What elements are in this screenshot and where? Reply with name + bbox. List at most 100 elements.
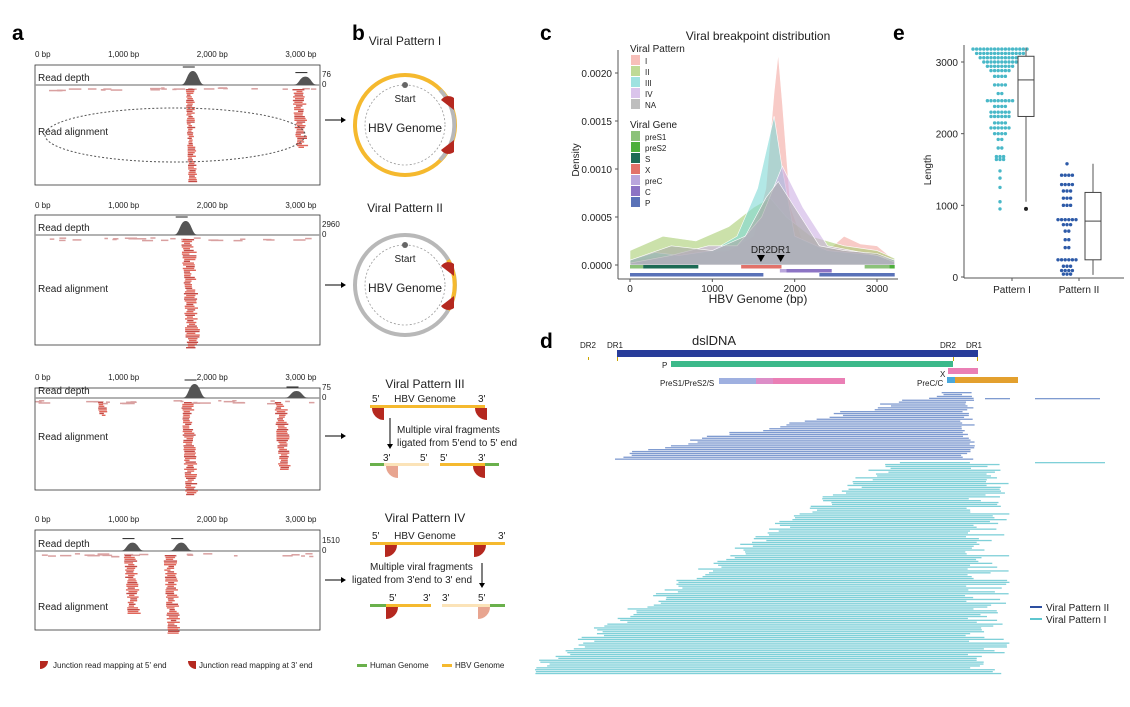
scattered-read [102,554,113,557]
read-pattern1 [664,589,969,591]
data-point [1003,126,1008,130]
aligned-read [187,150,197,152]
pattern4-text-1: Multiple viral fragments [370,562,473,573]
scattered-read [203,88,215,90]
data-point [1059,173,1064,177]
read-pattern1 [647,606,988,608]
box-outlier [1024,206,1028,211]
y-tick-label: 0.0010 [581,165,612,176]
aligned-read [187,465,194,467]
aligned-read [187,98,193,100]
aligned-read [276,429,289,431]
data-point [1003,99,1008,103]
scattered-read [110,89,123,91]
scattered-read [72,239,82,241]
aligned-read [189,339,197,342]
read-pattern2 [833,412,969,415]
data-point [1003,104,1008,109]
read-pattern1 [677,591,995,593]
panel-c-density-chart: Viral breakpoint distribution DR2 DR1 0.0… [571,29,898,306]
aligned-read [187,152,195,154]
read-track: 0 bp 1,000 bp 2,000 bp 3,000 bp Read depth 29… [34,201,346,349]
legend-label: NA [645,101,657,110]
aligned-read [294,119,307,121]
junction-5-icon [386,466,398,478]
aligned-read [168,600,175,602]
y-tick-label: 2000 [936,130,959,141]
aligned-read [186,112,195,114]
read-pattern1 [831,503,998,506]
aligned-read [186,302,197,304]
y-tick-label: 0.0015 [581,117,612,128]
aligned-read [98,407,107,409]
read-pattern1 [653,595,966,597]
data-point [992,110,997,114]
aligned-read [183,269,196,271]
data-point [1003,68,1008,73]
data-point [992,51,997,56]
data-point [1070,268,1075,273]
aligned-read [185,336,200,338]
density-area-na [629,180,896,266]
read-depth-label: Read depth [38,539,90,550]
read-pattern1 [633,614,981,616]
aligned-read [279,414,286,416]
read-pattern2 [697,441,975,443]
data-point [1000,99,1004,103]
read-pattern1 [752,545,974,547]
aligned-read [185,287,193,289]
aligned-read [183,441,193,443]
aligned-read [184,475,197,478]
data-point [998,207,1002,211]
aligned-read [278,450,290,452]
aligned-read [293,112,304,114]
scattered-read [38,402,51,404]
axis-tick-label: 3,000 bp [285,201,317,210]
y-axis-label: Density [571,143,582,176]
scattered-read [127,554,140,557]
read-pattern1 [708,572,991,574]
read-pattern1 [594,640,970,642]
scattered-read [41,554,48,556]
data-point [1014,56,1018,60]
aligned-read [165,558,174,560]
read-alignment-label: Read alignment [38,432,108,443]
read-pattern2 [829,416,965,418]
aligned-read [277,420,285,422]
aligned-read [185,484,192,487]
data-point [1063,182,1067,187]
depth-peak [284,391,309,398]
aligned-read [187,148,196,150]
y-tick-label: 3000 [936,58,959,69]
read-pattern2 [936,395,972,398]
read-pattern1 [593,627,982,629]
read-pattern2 [706,435,964,437]
genome-label: HBV Genome [394,531,456,542]
data-point [1007,56,1011,60]
marker-label: DR1 [771,245,791,256]
scattered-read [103,88,112,90]
aligned-read [166,587,176,589]
aligned-read [166,618,180,620]
pattern1-title: Viral Pattern I [369,34,441,48]
aligned-read [182,421,193,424]
read-pattern1 [705,574,968,576]
read-pattern1 [885,465,988,468]
data-point [994,157,999,162]
aligned-read [274,409,288,411]
read-pattern2 [670,445,975,447]
data-point [1070,258,1075,262]
aligned-read [183,402,192,404]
aligned-read [99,411,108,413]
legend-swatch-pres2 [631,142,640,152]
legend-label: I [645,57,647,66]
read-depth-label: Read depth [38,223,90,234]
junction-5-icon [475,408,487,420]
aligned-read [298,146,304,148]
scattered-read [263,238,272,241]
read-pattern2 [769,428,962,430]
aligned-read [181,251,197,253]
gene-bar-pres1 [630,265,644,269]
aligned-read [165,596,179,598]
aligned-read [163,560,178,562]
